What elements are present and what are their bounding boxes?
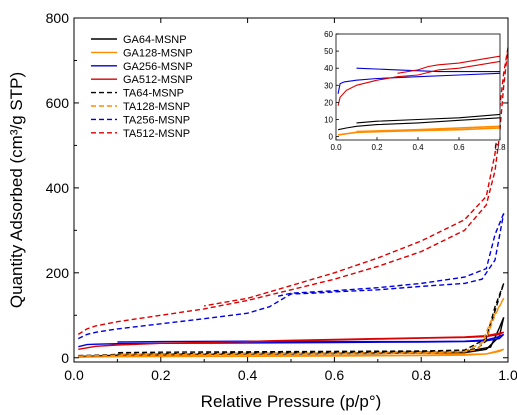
series-ta128-msnp-desorption — [117, 297, 505, 356]
x-tick-label: 0.8 — [411, 367, 431, 383]
inset-y-tick-label: 40 — [324, 64, 333, 73]
series-ga256-msnp-desorption — [117, 333, 505, 343]
legend-label: TA256-MSNP — [123, 114, 190, 126]
inset-series-line — [356, 113, 500, 124]
inset-y-tick-label: 0 — [329, 133, 334, 142]
inset-plot: 0.0 0.2 0.4 0.6 0.8 0 10 20 30 40 50 60 — [324, 30, 506, 152]
series-ga256-msnp-adsorption — [78, 333, 505, 348]
inset-x-tick-label: 0.0 — [330, 143, 342, 152]
legend-label: GA128-MSNP — [123, 47, 193, 59]
inset-series-layer — [337, 55, 500, 136]
inset-series-line — [356, 125, 500, 133]
x-tick-label: 0.4 — [238, 367, 258, 383]
series-ta256-msnp-desorption — [277, 213, 505, 297]
legend-label: TA64-MSNP — [123, 88, 184, 100]
inset-series-line — [337, 127, 500, 136]
inset-y-tick-label: 60 — [324, 30, 333, 39]
x-tick-label: 0.0 — [64, 367, 84, 383]
inset-series-line — [356, 67, 500, 73]
inset-x-tick-label: 0.6 — [453, 143, 465, 152]
inset-background — [336, 34, 500, 140]
series-ga128-msnp-desorption — [117, 348, 504, 357]
legend-label: TA128-MSNP — [123, 101, 190, 113]
y-axis-title: Quantity Adsorbed (cm³/g STP) — [7, 72, 26, 308]
y-tick-label: 400 — [46, 180, 70, 196]
inset-y-tick-label: 50 — [324, 47, 333, 56]
inset-x-tick-label: 0.8 — [494, 143, 506, 152]
inset-series-line — [337, 60, 500, 106]
inset-y-tick-label: 30 — [324, 81, 333, 90]
legend-label: TA512-MSNP — [123, 128, 190, 140]
inset-series-line — [337, 72, 500, 94]
legend-label: GA64-MSNP — [123, 34, 187, 46]
inset-x-tick-label: 0.4 — [412, 143, 424, 152]
legend-label: GA256-MSNP — [123, 61, 193, 73]
inset-series-line — [397, 55, 500, 74]
x-tick-label: 0.2 — [151, 367, 171, 383]
x-axis-title: Relative Pressure (p/p°) — [201, 392, 382, 411]
series-ta128-msnp-adsorption — [78, 297, 505, 357]
y-tick-label: 600 — [46, 95, 70, 111]
series-ta256-msnp-adsorption — [77, 213, 505, 340]
inset-series-line — [337, 117, 500, 131]
inset-axis-ticks: 0.0 0.2 0.4 0.6 0.8 0 10 20 30 40 50 60 — [324, 30, 506, 152]
series-ta512-msnp-adsorption — [77, 47, 508, 335]
x-tick-label: 1.0 — [498, 367, 517, 383]
series-ga64-msnp-desorption — [117, 317, 505, 356]
x-tick-label: 0.6 — [325, 367, 345, 383]
inset-x-tick-label: 0.2 — [371, 143, 383, 152]
series-ga512-msnp-desorption — [247, 331, 504, 343]
series-ta64-msnp-adsorption — [78, 283, 505, 357]
inset-y-tick-label: 10 — [324, 115, 333, 124]
legend-label: GA512-MSNP — [123, 74, 193, 86]
y-tick-label: 800 — [46, 10, 70, 26]
series-ta64-msnp-desorption — [117, 283, 505, 354]
y-tick-label: 200 — [46, 265, 70, 281]
inset-y-tick-label: 20 — [324, 98, 333, 107]
y-tick-label: 0 — [61, 350, 69, 366]
